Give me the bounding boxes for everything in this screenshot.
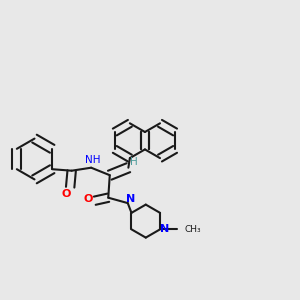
Text: O: O xyxy=(62,189,71,199)
Text: N: N xyxy=(160,224,169,234)
Text: CH₃: CH₃ xyxy=(184,225,201,234)
Text: O: O xyxy=(83,194,93,204)
Text: N: N xyxy=(125,194,135,205)
Text: NH: NH xyxy=(85,155,100,165)
Text: H: H xyxy=(130,157,138,167)
